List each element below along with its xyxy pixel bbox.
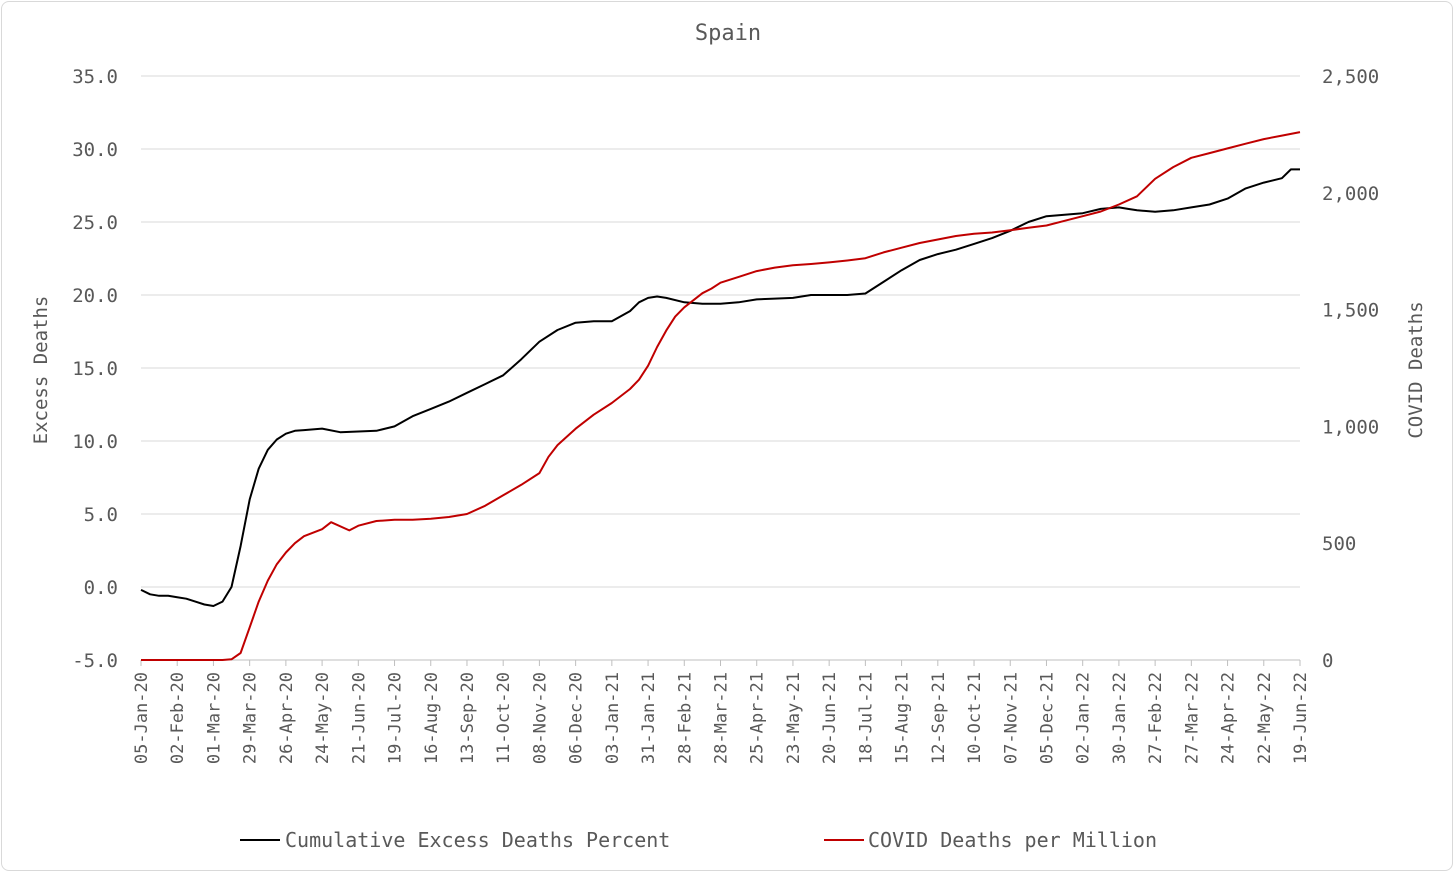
excess-deaths-line [140,168,1300,607]
x-tick-label: 21-Jun-20 [349,672,369,764]
left-y-tick-label: 15.0 [72,358,118,380]
left-y-tick-label: 35.0 [72,66,118,88]
x-tick-label: 11-Oct-20 [494,672,514,764]
left-y-tick-label: 0.0 [84,577,118,599]
left-y-tick-label: 10.0 [72,431,118,453]
x-tick-label: 18-Jul-21 [856,672,876,764]
x-tick-label: 02-Feb-20 [168,672,188,764]
left-y-tick-label: 25.0 [72,212,118,234]
x-tick-label: 31-Jan-21 [639,672,659,764]
right-y-axis-label: COVID Deaths [1405,301,1427,438]
x-tick-label: 06-Dec-20 [567,672,587,764]
right-y-tick-label: 500 [1322,533,1356,555]
left-y-tick-label: -5.0 [72,650,118,672]
x-tick-label: 02-Jan-22 [1074,672,1094,764]
x-tick-label: 28-Mar-21 [712,672,732,764]
x-tick-label: 27-Feb-22 [1146,672,1166,764]
x-tick-label: 27-Mar-22 [1182,672,1202,764]
x-tick-label: 15-Aug-21 [893,672,913,764]
legend: Cumulative Excess Deaths Percent COVID D… [240,828,1157,852]
right-y-tick-label: 0 [1322,650,1333,672]
x-tick-label: 16-Aug-20 [422,672,442,764]
left-y-tick-label: 5.0 [84,504,118,526]
x-tick-label: 22-May-22 [1255,672,1275,764]
x-tick-label: 24-Apr-22 [1219,672,1239,764]
x-tick-label: 13-Sep-20 [458,672,478,764]
right-y-axis-ticks: 2,500 2,000 1,500 1,000 500 0 [1322,66,1379,672]
x-tick-label: 20-Jun-21 [820,672,840,764]
x-tick-label: 12-Sep-21 [929,672,949,764]
x-tick-label: 10-Oct-21 [965,672,985,764]
legend-label-excess-deaths: Cumulative Excess Deaths Percent [285,828,670,852]
x-tick-label: 01-Mar-20 [204,672,224,764]
chart-title: Spain [695,21,761,46]
x-tick-label: 05-Dec-21 [1037,672,1057,764]
x-tick-label: 08-Nov-20 [530,672,550,764]
x-tick-label: 29-Mar-20 [241,672,261,764]
x-tick-label: 26-Apr-20 [277,672,297,764]
x-tick-label: 03-Jan-21 [603,672,623,764]
left-y-axis-label: Excess Deaths [30,296,52,445]
series-lines [140,131,1301,661]
legend-label-covid-deaths: COVID Deaths per Million [868,828,1157,852]
x-tick-label: 19-Jun-22 [1291,672,1311,764]
right-y-tick-label: 2,500 [1322,66,1379,88]
x-tick-label: 05-Jan-20 [132,672,152,764]
covid-deaths-line [141,131,1301,661]
x-tick-label: 25-Apr-21 [748,672,768,764]
x-tick-label: 30-Jan-22 [1110,672,1130,764]
x-tick-label: 28-Feb-21 [675,672,695,764]
x-tick-label: 07-Nov-21 [1001,672,1021,764]
left-y-tick-label: 20.0 [72,285,118,307]
x-tick-label: 24-May-20 [313,672,333,764]
x-tick-label: 19-Jul-20 [386,672,406,764]
x-tick-label: 23-May-21 [784,672,804,764]
gridlines [141,75,1300,661]
x-axis: 05-Jan-20 02-Feb-20 01-Mar-20 29-Mar-20 26-A… [132,659,1311,764]
right-y-tick-label: 1,500 [1322,300,1379,322]
right-y-tick-label: 2,000 [1322,183,1379,205]
left-y-axis-ticks: 35.0 30.0 25.0 20.0 15.0 10.0 5.0 0.0 -5.0 [72,66,118,672]
left-y-tick-label: 30.0 [72,139,118,161]
right-y-tick-label: 1,000 [1322,416,1379,438]
